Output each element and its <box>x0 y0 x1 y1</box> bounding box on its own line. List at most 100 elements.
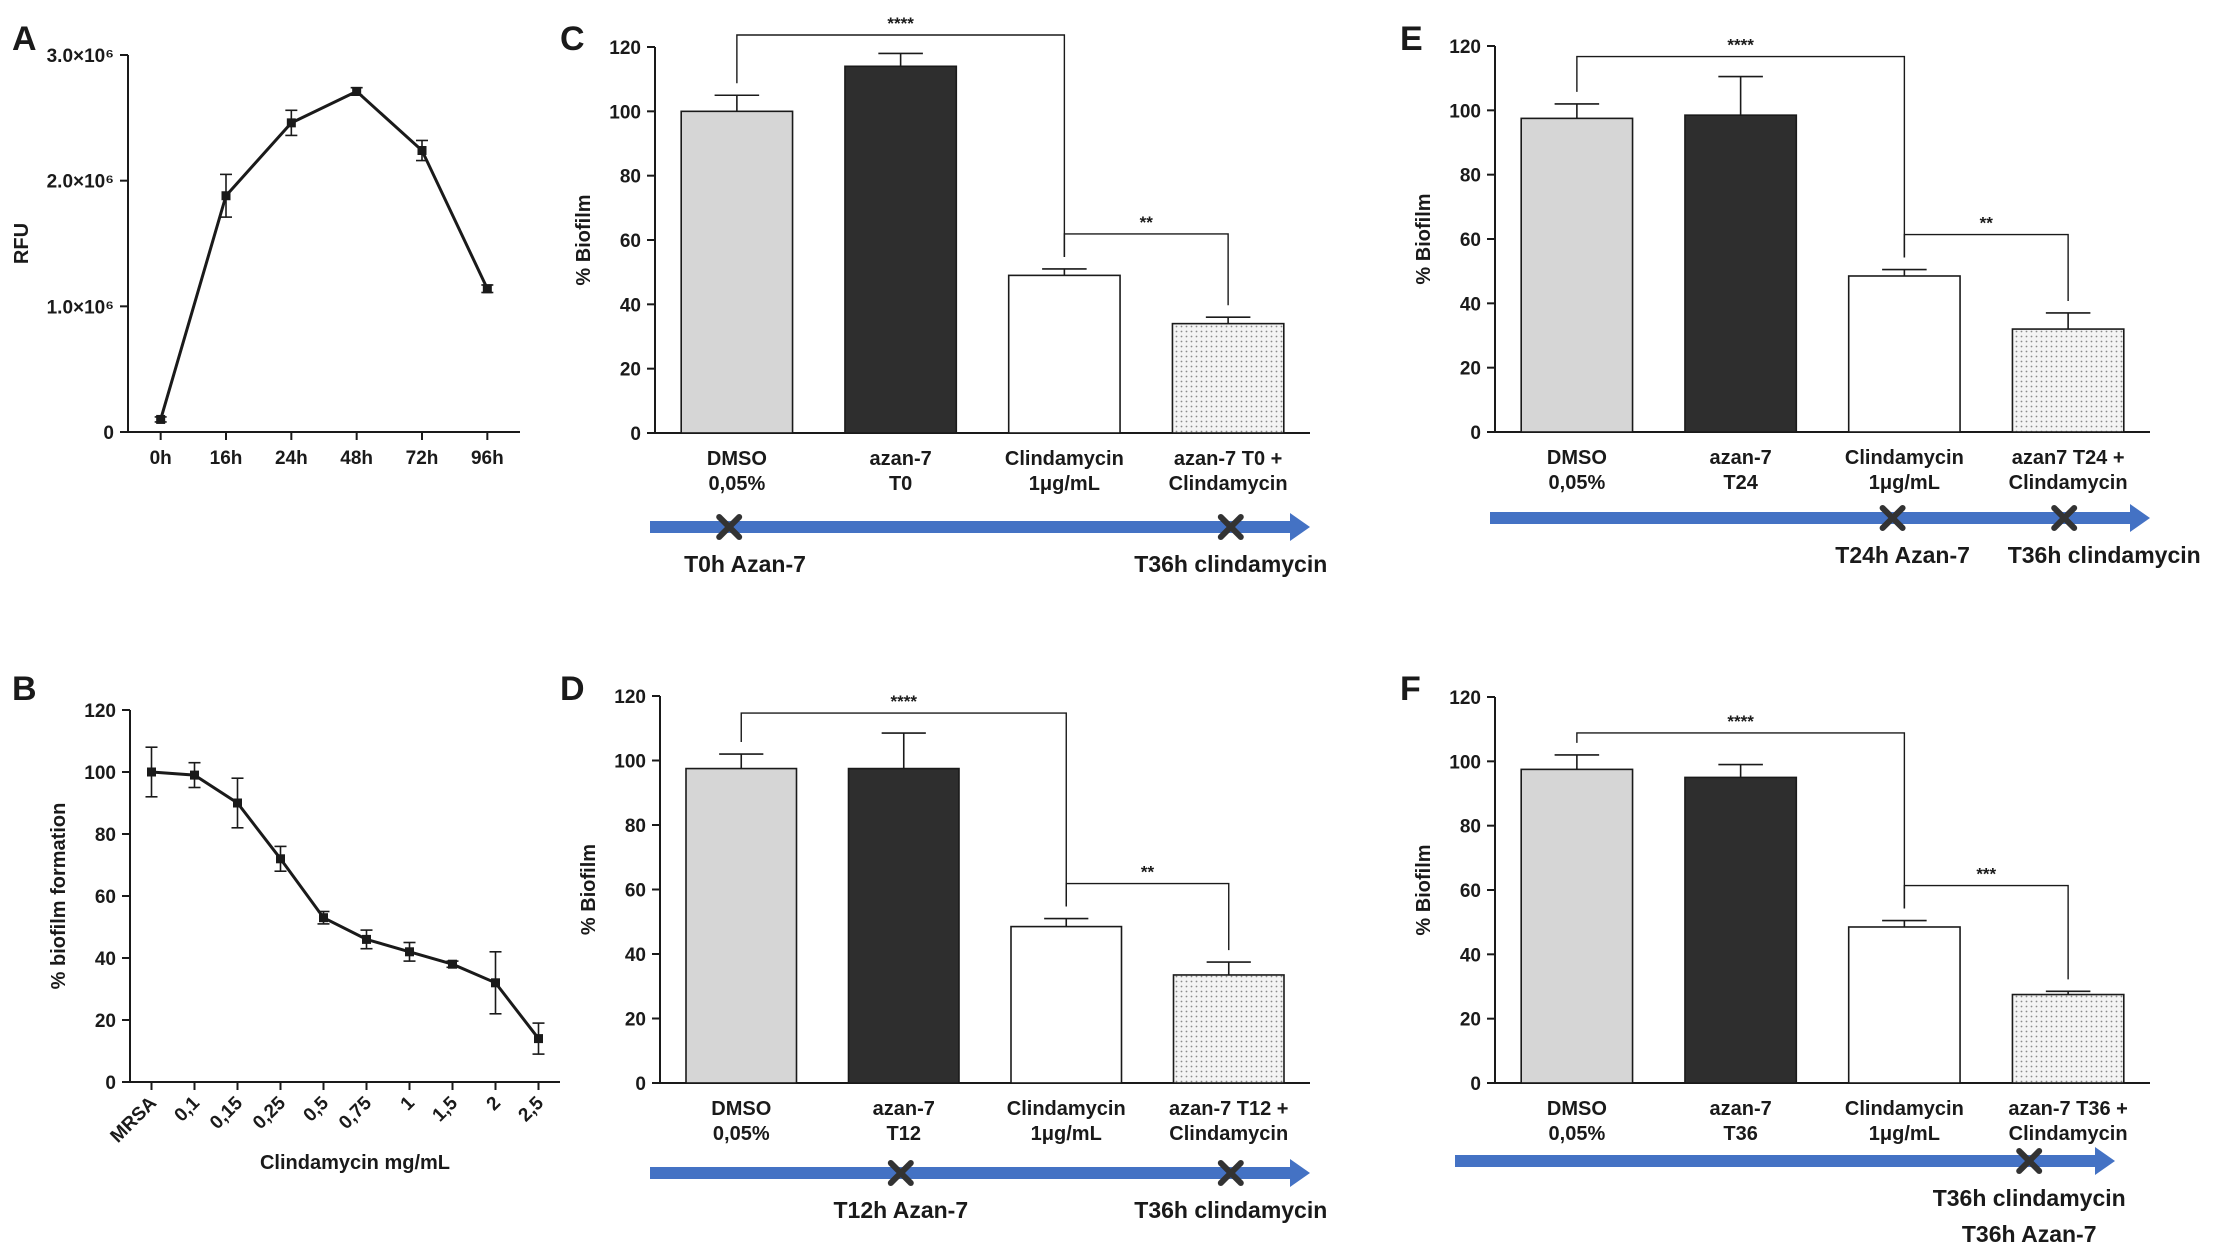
y-tick-label: 60 <box>620 231 641 252</box>
x-tick-label: T36 <box>1723 1123 1757 1145</box>
x-tick-label: Clindamycin <box>1005 448 1124 470</box>
bar <box>844 65 958 434</box>
panel-letter: B <box>12 670 37 708</box>
timeline-arrow-shaft <box>1490 512 2130 524</box>
y-tick-label: 60 <box>625 881 646 902</box>
x-tick-label: DMSO <box>711 1098 771 1120</box>
panel-d: D 0 20 40 60 80 100 120 % Biofilm DMSO 0,05% azan-7… <box>560 670 1327 1223</box>
y-tick-label: 40 <box>620 295 641 316</box>
y-tick-label: 120 <box>1449 688 1481 709</box>
y-tick-label: 40 <box>1460 945 1481 966</box>
y-tick-label: 2.0×10⁶ <box>47 172 114 193</box>
x-tick-label: 0,1 <box>171 1092 205 1126</box>
x-tick-label: Clindamycin <box>1169 473 1288 495</box>
data-point <box>352 86 362 96</box>
y-tick-label: 100 <box>84 763 116 784</box>
panel-f: F 0 20 40 60 80 100 120 % Biofilm DMSO 0,05% azan-7… <box>1400 670 2150 1247</box>
x-tick-label: 0,5 <box>300 1092 334 1126</box>
timeline-marker <box>1879 505 1906 531</box>
y-tick-label: 40 <box>625 945 646 966</box>
y-tick-label: 20 <box>620 360 641 381</box>
x-tick-label: 2,5 <box>515 1092 549 1126</box>
x-tick-label: 1μg/mL <box>1029 473 1100 495</box>
panel-letter: E <box>1400 20 1423 58</box>
x-tick-label: Clindamycin <box>1007 1098 1126 1120</box>
y-tick-label: 120 <box>614 687 646 708</box>
x-tick-label: T12 <box>887 1123 921 1145</box>
series-line <box>159 89 489 420</box>
x-tick-label: 1μg/mL <box>1869 1123 1940 1145</box>
x-tick-label: T0 <box>889 473 912 495</box>
timeline-label: T12h Azan-7 <box>833 1197 968 1223</box>
bar <box>2011 993 2125 1084</box>
x-tick-label: azan-7 T0 + <box>1174 448 1282 470</box>
y-tick-label: 60 <box>95 887 116 908</box>
y-axis-label: RFU <box>11 223 33 264</box>
timeline-arrow-shaft <box>1455 1155 2095 1167</box>
y-tick-label: 20 <box>1460 359 1481 380</box>
bar <box>1684 776 1798 1084</box>
data-point <box>276 854 285 864</box>
x-tick-label: 96h <box>471 448 504 469</box>
timeline-arrow-shaft <box>650 521 1290 533</box>
y-tick-label: 0 <box>103 423 114 444</box>
bar <box>1520 768 1634 1084</box>
panel-letter: A <box>12 20 37 58</box>
data-point <box>417 146 427 156</box>
y-axis-label: % Biofilm <box>578 844 600 935</box>
timeline-marker <box>1217 1160 1244 1186</box>
panel-letter: D <box>560 670 585 708</box>
y-axis-label: % biofilm formation <box>48 803 70 990</box>
significance-bracket <box>1065 882 1230 951</box>
x-tick-label: 1μg/mL <box>1869 472 1940 494</box>
significance-bracket <box>1576 55 1906 258</box>
y-tick-label: 60 <box>1460 230 1481 251</box>
x-tick-label: azan-7 <box>1710 1098 1772 1120</box>
bar <box>1847 926 1961 1084</box>
timeline-marker <box>1217 514 1244 540</box>
bar <box>2011 328 2125 433</box>
panel-a: A 0 1.0×10⁶ 2.0×10⁶ 3.0×10⁶ RFU 0h 16h 24h 48h 72h… <box>11 20 520 469</box>
y-tick-label: 20 <box>625 1010 646 1031</box>
data-point <box>319 913 328 923</box>
x-tick-label: azan-7 T12 + <box>1169 1098 1289 1120</box>
timeline-marker <box>2051 505 2078 531</box>
x-tick-label: 0,05% <box>709 473 766 495</box>
significance-bracket <box>1903 884 2069 980</box>
y-tick-label: 100 <box>1449 101 1481 122</box>
x-axis-label: Clindamycin mg/mL <box>260 1152 450 1174</box>
bar <box>1172 974 1285 1084</box>
series-line <box>151 770 540 1040</box>
x-tick-label: 0h <box>150 448 172 469</box>
bar <box>680 110 794 434</box>
data-point <box>534 1034 543 1044</box>
data-point <box>156 414 166 424</box>
x-tick-label: Clindamycin <box>1845 1098 1964 1120</box>
significance-bracket <box>1576 732 1906 909</box>
y-tick-label: 0 <box>105 1073 116 1094</box>
y-tick-label: 80 <box>1460 166 1481 187</box>
data-point <box>491 978 500 988</box>
y-tick-label: 0 <box>1470 1074 1481 1095</box>
significance-label: ** <box>1980 214 1994 233</box>
data-point <box>482 284 492 294</box>
data-point <box>448 959 457 969</box>
timeline-label: T36h clindamycin <box>2008 542 2201 568</box>
x-tick-label: 0,05% <box>1549 1123 1606 1145</box>
x-tick-label: 0,25 <box>249 1092 290 1133</box>
x-tick-label: T24 <box>1723 472 1758 494</box>
significance-label: **** <box>1727 36 1754 55</box>
bar <box>1847 275 1961 433</box>
timeline-label: T36h Azan-7 <box>1962 1221 2097 1247</box>
y-tick-label: 80 <box>620 167 641 188</box>
panel-e: E 0 20 40 60 80 100 120 % Biofilm DMSO 0,05% azan-7… <box>1400 20 2201 568</box>
y-tick-label: 20 <box>95 1011 116 1032</box>
y-tick-label: 120 <box>609 38 641 59</box>
significance-bracket <box>740 712 1067 907</box>
panel-letter: C <box>560 20 585 58</box>
bar <box>1520 117 1634 433</box>
timeline-label: T0h Azan-7 <box>684 551 806 577</box>
x-tick-label: DMSO <box>1547 447 1607 469</box>
bar <box>1007 274 1121 434</box>
